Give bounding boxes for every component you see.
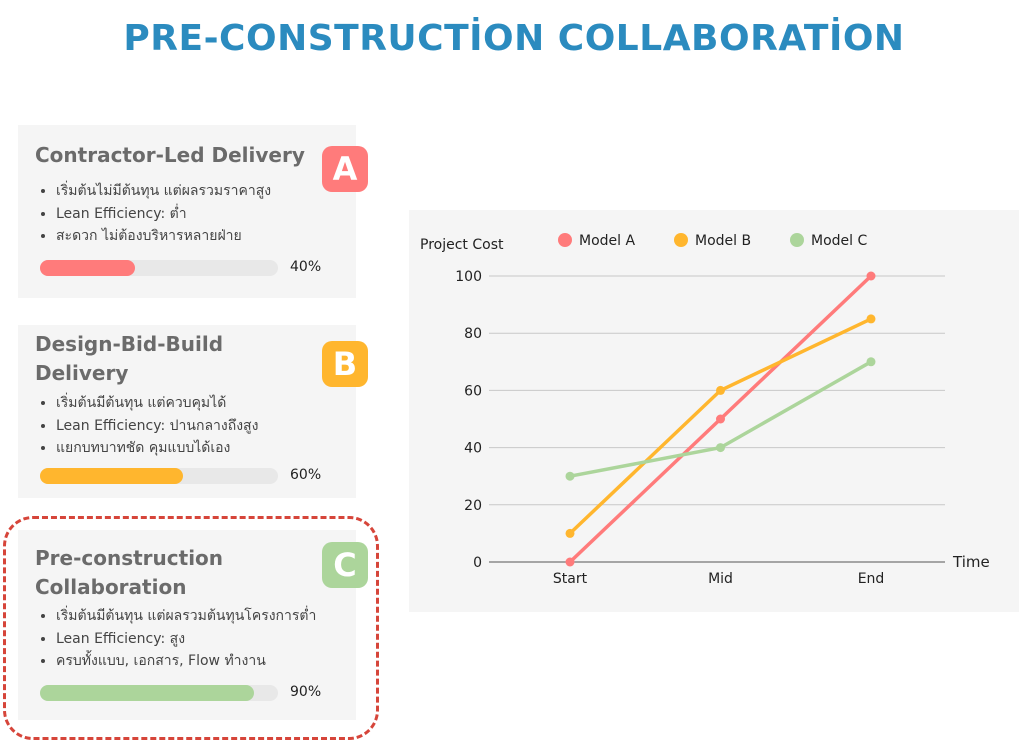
legend-marker [674, 233, 688, 247]
data-point [565, 557, 575, 567]
badge-b: B [322, 341, 368, 387]
progress-label: 60% [290, 467, 322, 483]
progress-fill [40, 468, 183, 484]
y-tick-label: 100 [455, 269, 482, 285]
card-title: Design-Bid-Build Delivery [35, 332, 224, 385]
bullet: เริ่มต้นไม่มีต้นทุน แต่ผลรวมราคาสูง [56, 180, 271, 203]
data-point [866, 357, 876, 367]
card-design-bid-build: Design-Bid-Build Delivery B เริ่มต้นมีต้… [18, 325, 368, 498]
bullet: Lean Efficiency: ต่ำ [56, 203, 271, 226]
x-tick-label: Start [553, 571, 588, 587]
badge-c: C [322, 542, 368, 588]
bullet: เริ่มต้นมีต้นทุน แต่ควบคุมได้ [56, 392, 258, 415]
bullet: เริ่มต้นมีต้นทุน แต่ผลรวมต้นทุนโครงการต่… [56, 605, 316, 628]
card-pre-construction: Pre-construction Collaboration C เริ่มต้… [18, 530, 368, 720]
y-axis-label: Project Cost [420, 237, 504, 253]
x-axis-label: Time [952, 553, 990, 571]
progress-label: 90% [290, 684, 322, 700]
data-point [866, 314, 876, 324]
progress-fill [40, 260, 136, 276]
progress-fill [40, 685, 255, 701]
bullet: สะดวก ไม่ต้องบริหารหลายฝ่าย [56, 225, 271, 248]
legend-marker [558, 233, 572, 247]
progress-bar [40, 685, 278, 701]
series-line [568, 317, 872, 535]
y-tick-label: 40 [464, 441, 482, 457]
line-chart: 0 20 40 60 80 100 Start Mid End Project Cost Time M… [420, 233, 990, 587]
legend-label: Model A [579, 233, 635, 249]
y-tick-label: 60 [464, 383, 482, 399]
data-point [866, 271, 876, 281]
x-tick-label: Mid [708, 571, 733, 587]
data-point [565, 471, 575, 481]
bullet: Lean Efficiency: ปานกลางถึงสูง [56, 415, 258, 438]
legend-label: Model B [695, 233, 751, 249]
legend-marker [790, 233, 804, 247]
data-point [716, 414, 725, 424]
chart-panel: 0 20 40 60 80 100 Start Mid End Project Cost Time M… [409, 210, 1019, 612]
y-tick-label: 0 [473, 555, 482, 571]
data-point [716, 385, 725, 395]
y-tick-label: 20 [464, 498, 482, 514]
bullet: ครบทั้งแบบ, เอกสาร, Flow ทำงาน [56, 650, 316, 673]
bullet: Lean Efficiency: สูง [56, 628, 316, 651]
highlight-outline [3, 516, 379, 740]
page-title: PRE-CONSTRUCTİON COLLABORATİON [123, 18, 905, 59]
bullet: แยกบทบาทชัด คุมแบบได้เอง [56, 437, 258, 460]
x-tick-label: End [858, 571, 885, 587]
card-contractor-led: Contractor-Led Delivery A เริ่มต้นไม่มีต… [18, 125, 368, 298]
badge-a: A [322, 146, 368, 192]
legend-label: Model C [811, 233, 867, 249]
card-title: Pre-construction Collaboration [35, 546, 224, 599]
data-point [565, 528, 575, 538]
data-point [716, 443, 725, 453]
progress-label: 40% [290, 259, 322, 275]
y-tick-label: 80 [464, 326, 482, 342]
card-title: Contractor-Led Delivery [35, 143, 305, 167]
progress-bar [40, 260, 278, 276]
progress-bar [40, 468, 278, 484]
